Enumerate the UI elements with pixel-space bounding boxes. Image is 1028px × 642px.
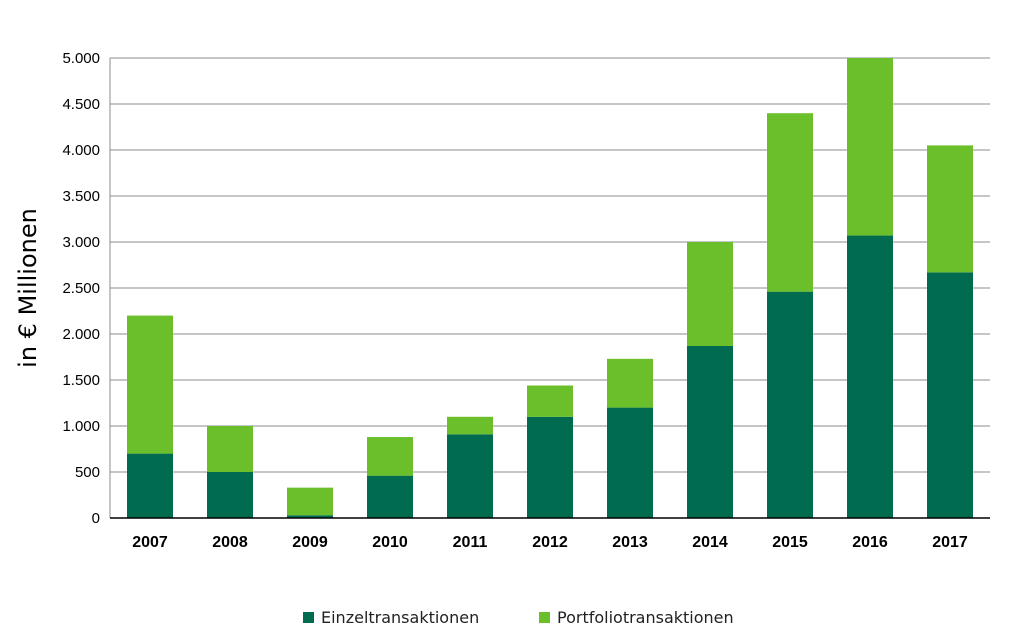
bar-portfoliotransaktionen-2007 xyxy=(127,315,173,454)
x-tick-label: 2007 xyxy=(132,534,168,551)
bar-einzeltransaktionen-2017 xyxy=(927,272,973,518)
bar-einzeltransaktionen-2016 xyxy=(847,235,893,518)
x-tick-label: 2013 xyxy=(612,534,648,551)
y-tick-label: 4.500 xyxy=(62,96,100,113)
legend-label-einzeltransaktionen: Einzeltransaktionen xyxy=(321,608,479,627)
x-tick-label: 2017 xyxy=(932,534,968,551)
bar-portfoliotransaktionen-2015 xyxy=(767,113,813,292)
y-tick-label: 3.500 xyxy=(62,188,100,205)
legend-swatch-einzeltransaktionen xyxy=(303,612,314,623)
y-tick-labels: 0 500 1.000 1.500 2.000 2.500 3.000 3.500 4.000 4… xyxy=(62,50,100,527)
bar-einzeltransaktionen-2014 xyxy=(687,345,733,518)
x-tick-label: 2015 xyxy=(772,534,808,551)
bar-portfoliotransaktionen-2008 xyxy=(207,426,253,472)
bar-einzeltransaktionen-2007 xyxy=(127,453,173,518)
bar-einzeltransaktionen-2008 xyxy=(207,472,253,518)
bar-portfoliotransaktionen-2012 xyxy=(527,385,573,417)
y-tick-label: 5.000 xyxy=(62,50,100,67)
gridlines xyxy=(110,57,990,473)
y-tick-label: 3.000 xyxy=(62,234,100,251)
x-tick-label: 2012 xyxy=(532,534,568,551)
axes xyxy=(109,58,990,519)
bar-portfoliotransaktionen-2014 xyxy=(687,242,733,346)
bar-portfoliotransaktionen-2011 xyxy=(447,416,493,435)
bar-einzeltransaktionen-2012 xyxy=(527,416,573,518)
y-axis-label: in € Millionen xyxy=(14,208,42,368)
legend-label-portfoliotransaktionen: Portfoliotransaktionen xyxy=(557,608,734,627)
bar-einzeltransaktionen-2009 xyxy=(287,515,333,518)
y-tick-label: 2.500 xyxy=(62,280,100,297)
y-tick-label: 1.000 xyxy=(62,418,100,435)
x-tick-label: 2009 xyxy=(292,534,328,551)
bar-portfoliotransaktionen-2009 xyxy=(287,487,333,516)
y-tick-label: 500 xyxy=(75,464,100,481)
legend: Einzeltransaktionen Portfoliotransaktione… xyxy=(303,608,734,627)
x-tick-label: 2010 xyxy=(372,534,408,551)
y-tick-label: 0 xyxy=(92,510,100,527)
bar-portfoliotransaktionen-2017 xyxy=(927,145,973,273)
bar-portfoliotransaktionen-2016 xyxy=(847,58,893,236)
y-tick-label: 1.500 xyxy=(62,372,100,389)
x-tick-label: 2016 xyxy=(852,534,888,551)
bar-einzeltransaktionen-2013 xyxy=(607,407,653,518)
bar-portfoliotransaktionen-2010 xyxy=(367,437,413,476)
bar-einzeltransaktionen-2011 xyxy=(447,434,493,518)
x-tick-label: 2008 xyxy=(212,534,248,551)
x-tick-label: 2014 xyxy=(692,534,728,551)
y-tick-label: 2.000 xyxy=(62,326,100,343)
y-tick-label: 4.000 xyxy=(62,142,100,159)
bars xyxy=(127,58,973,518)
bar-einzeltransaktionen-2015 xyxy=(767,291,813,518)
bar-portfoliotransaktionen-2013 xyxy=(607,358,653,408)
x-tick-labels: 2007 2008 2009 2010 2011 2012 2013 2014 2015 2016… xyxy=(132,534,968,551)
bar-einzeltransaktionen-2010 xyxy=(367,475,413,518)
legend-swatch-portfoliotransaktionen xyxy=(539,612,550,623)
x-tick-label: 2011 xyxy=(453,534,488,551)
